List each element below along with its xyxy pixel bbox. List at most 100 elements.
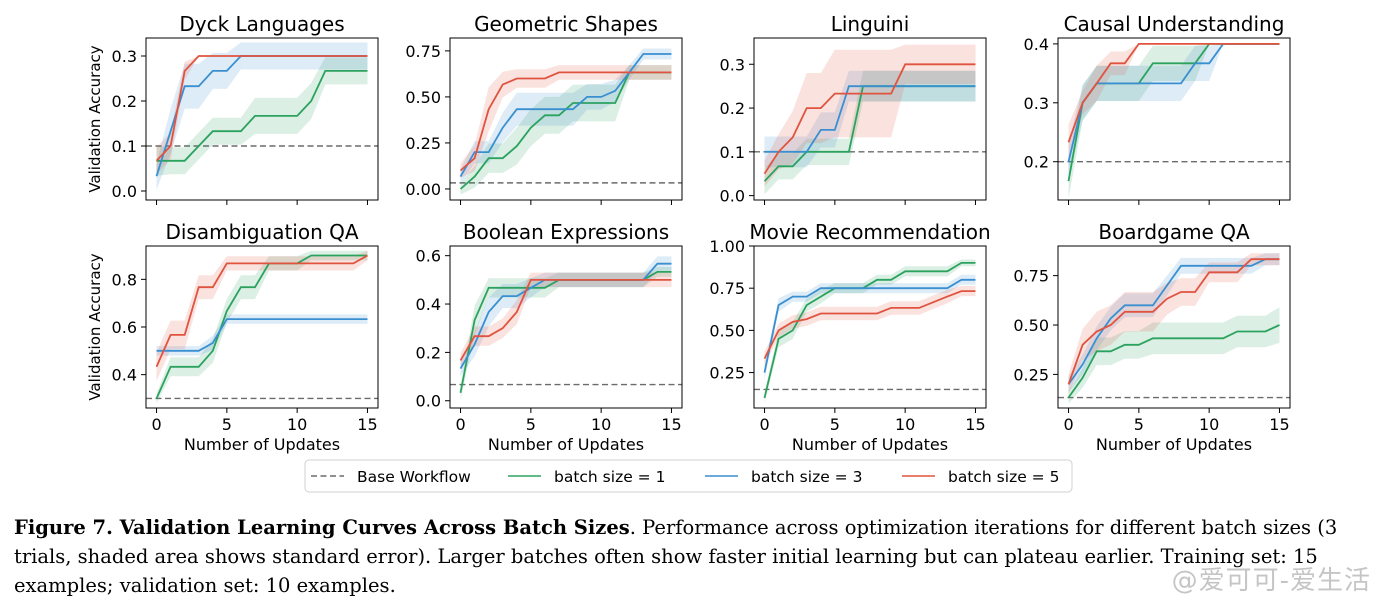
y-tick-label: 0.4 [112,366,137,385]
series-line-batch-3 [156,318,368,352]
series-line-batch-5 [1067,43,1280,143]
axes-frame [449,37,683,201]
subplot-title: Boardgame QA [1098,220,1250,244]
subplot-title: Geometric Shapes [474,12,658,36]
axes-frame [449,245,683,409]
x-tick-label: 10 [1199,415,1219,434]
error-band-batch-1 [764,259,976,403]
error-band-batch-1 [156,250,368,404]
legend: Base Workflow batch size = 1 batch size = … [304,459,1073,493]
x-tick-label: 5 [1134,415,1144,434]
y-tick-label: 0.2 [720,99,745,118]
series-line-batch-5 [459,278,672,361]
x-tick-label: 10 [895,415,915,434]
x-tick-label: 15 [661,415,681,434]
y-tick-label: 0.6 [416,247,441,266]
error-band-batch-1 [460,65,672,195]
x-tick-label: 10 [591,415,611,434]
series-line-batch-1 [156,70,368,162]
y-tick-label: 0.50 [1013,316,1049,335]
y-tick-label: 0.0 [720,187,745,206]
error-band-batch-3 [1068,43,1280,180]
y-tick-label: 0.25 [405,134,441,153]
legend-label-batch-3: batch size = 3 [751,468,862,486]
y-tick-label: 0.50 [405,88,441,107]
error-band-batch-3 [156,42,368,190]
y-tick-label: 0.4 [1024,35,1049,54]
learning-curves-figure: Dyck Languages 0.0 0.1 0.2 0.3 Validation Acc… [86,12,1291,493]
legend-label-batch-1: batch size = 1 [554,468,665,486]
y-axis-label: Validation Accuracy [86,253,104,400]
error-band-batch-5 [156,250,368,382]
axes-frame [1057,245,1291,409]
subplot-boardgame-qa: Boardgame QA 0.25 0.50 0.75 0 5 10 15 Number of … [1013,220,1291,454]
axes-frame [1057,37,1291,201]
y-tick-label: 0.0 [416,392,441,411]
subplot-title: Causal Understanding [1064,12,1285,36]
y-tick-label: 0.75 [1013,267,1049,286]
x-tick-label: 0 [455,415,465,434]
y-axis-label: Validation Accuracy [86,45,104,192]
subplot-title: Boolean Expressions [463,220,669,244]
error-band-batch-3 [460,256,672,376]
series-line-batch-5 [155,55,368,162]
watermark: @爱可可-爱生活 [1171,566,1371,596]
y-tick-label: 0.25 [709,364,745,383]
x-tick-label: 5 [830,415,840,434]
x-tick-label: 0 [1063,415,1073,434]
series-line-batch-3 [459,53,672,178]
y-tick-label: 0.25 [1013,365,1049,384]
error-band-batch-5 [460,272,672,368]
subplot-title: Dyck Languages [179,12,344,36]
y-tick-label: 0.3 [1024,94,1049,113]
y-tick-label: 0.00 [405,180,441,199]
x-tick-label: 15 [357,415,377,434]
y-tick-label: 0.75 [709,279,745,298]
y-tick-label: 0.4 [416,295,441,314]
subplot-movie-recommendation: Movie Recommendation 0.25 0.50 0.75 1.00 0 5 10… [709,220,990,454]
x-tick-label: 5 [526,415,536,434]
y-tick-label: 0.1 [720,143,745,162]
error-band-batch-3 [764,274,976,380]
error-band-batch-1 [1068,307,1280,404]
x-tick-label: 0 [759,415,769,434]
series-line-batch-5 [155,254,368,368]
subplot-disambiguation-qa: Disambiguation QA 0.4 0.6 0.8 0 5 10 15 Number o… [86,220,379,454]
y-tick-label: 0.0 [112,182,137,201]
subplot-causal-understanding: Causal Understanding 0.2 0.3 0.4 [1024,12,1291,205]
error-band-batch-3 [460,48,672,184]
series-line-batch-1 [763,261,976,399]
caption-label: Figure 7. Validation Learning Curves Acr… [14,516,630,539]
error-band-batch-5 [460,65,672,178]
x-tick-label: 15 [1269,415,1289,434]
legend-label-batch-5: batch size = 5 [948,468,1059,486]
x-axis-label: Number of Updates [184,435,340,454]
x-tick-label: 5 [222,415,232,434]
x-axis-label: Number of Updates [792,435,948,454]
y-tick-label: 0.3 [112,47,137,66]
subplot-title: Disambiguation QA [165,220,358,244]
y-tick-label: 0.2 [1024,153,1049,172]
error-band-batch-5 [1068,43,1280,160]
subplot-linguini: Linguini 0.0 0.1 0.2 0.3 [720,12,987,206]
y-tick-label: 0.6 [112,318,137,337]
subplot-dyck-languages: Dyck Languages 0.0 0.1 0.2 0.3 Validation Acc… [86,12,379,205]
x-tick-label: 15 [965,415,985,434]
error-band-batch-1 [764,70,976,195]
subplot-title: Linguini [831,12,910,36]
y-tick-label: 0.3 [720,55,745,74]
y-tick-label: 0.50 [709,321,745,340]
series-line-batch-5 [459,71,672,172]
axes-frame [145,37,379,201]
x-tick-label: 10 [287,415,307,434]
subplot-geometric-shapes: Geometric Shapes 0.00 0.25 0.50 0.75 [405,12,683,205]
series-line-batch-5 [763,63,976,175]
caption-text: . Performance across optimization iterat… [14,516,1338,597]
error-band-batch-3 [764,70,976,168]
error-band-batch-5 [1068,253,1280,395]
series-line-batch-5 [763,290,976,360]
y-tick-label: 0.8 [112,270,137,289]
axes-frame [753,245,987,409]
series-line-batch-3 [763,278,976,373]
y-tick-label: 0.2 [416,343,441,362]
